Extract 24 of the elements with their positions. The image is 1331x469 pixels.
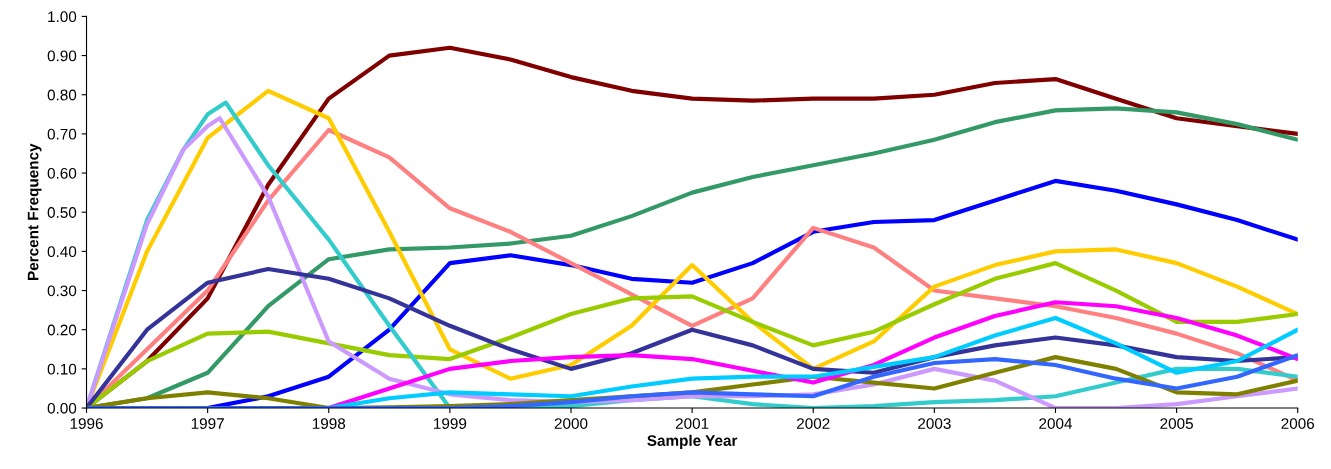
y-tick-label: 0.90 bbox=[47, 50, 77, 62]
y-tick-label: 0.70 bbox=[47, 128, 77, 140]
y-tick-label: 0.00 bbox=[47, 402, 77, 414]
x-tick-label: 1998 bbox=[312, 418, 346, 429]
x-tick-label: 2000 bbox=[554, 418, 588, 429]
x-tick-label: 2002 bbox=[797, 418, 830, 429]
y-tick-label: 0.10 bbox=[47, 363, 77, 375]
y-tick-label: 0.80 bbox=[47, 89, 77, 101]
y-tick-label: 1.00 bbox=[48, 11, 77, 23]
x-tick-label: 1997 bbox=[191, 418, 224, 429]
x-tick-label: 2001 bbox=[675, 418, 709, 429]
y-tick-label: 0.60 bbox=[47, 167, 77, 179]
y-tick-label: 0.40 bbox=[47, 246, 77, 258]
y-axis-title: Percent Frequency bbox=[27, 143, 42, 280]
x-tick-label: 2005 bbox=[1160, 418, 1193, 429]
x-tick-label: 2004 bbox=[1039, 418, 1073, 429]
x-tick-label: 2006 bbox=[1281, 418, 1315, 429]
y-tick-label: 0.30 bbox=[47, 285, 77, 297]
x-tick-label: 1999 bbox=[434, 418, 467, 429]
x-tick-label: 2003 bbox=[918, 418, 951, 429]
y-tick-label: 0.20 bbox=[47, 324, 77, 336]
x-axis-title: Sample Year bbox=[647, 434, 738, 450]
y-tick-label: 0.50 bbox=[47, 207, 77, 218]
x-tick-label: 1996 bbox=[70, 418, 103, 429]
